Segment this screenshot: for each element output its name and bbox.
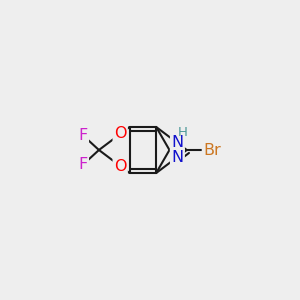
Text: O: O [114, 127, 126, 142]
Text: N: N [171, 136, 184, 151]
Text: F: F [78, 157, 88, 172]
Text: F: F [78, 128, 88, 143]
Text: Br: Br [203, 142, 221, 158]
Text: N: N [171, 149, 184, 164]
Text: O: O [114, 158, 126, 173]
Text: H: H [178, 126, 188, 139]
